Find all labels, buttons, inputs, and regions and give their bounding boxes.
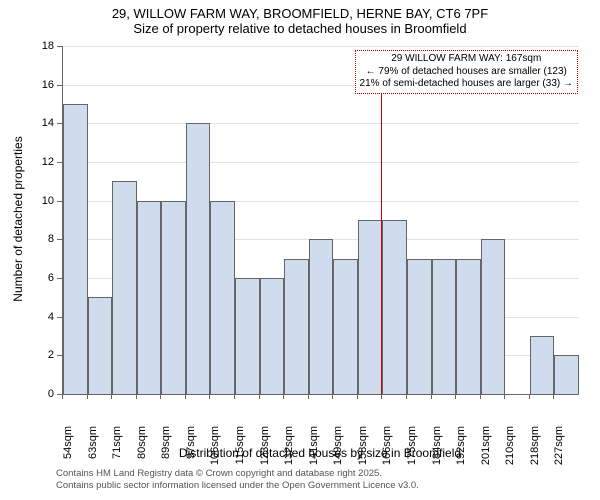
x-tick-mark: [209, 394, 210, 399]
x-tick-mark: [87, 394, 88, 399]
y-tick-mark: [57, 201, 62, 202]
attribution: Contains HM Land Registry data © Crown c…: [56, 468, 419, 492]
histogram-bar: [432, 259, 457, 394]
histogram-bar: [112, 181, 137, 394]
x-tick-mark: [357, 394, 358, 399]
histogram-bar: [210, 201, 235, 394]
x-tick-mark: [553, 394, 554, 399]
gridline: [63, 162, 579, 163]
y-tick-mark: [57, 85, 62, 86]
y-tick-mark: [57, 46, 62, 47]
y-tick-mark: [57, 123, 62, 124]
annotation-line-1: 29 WILLOW FARM WAY: 167sqm: [360, 53, 573, 66]
histogram-bar: [137, 201, 162, 394]
histogram-bar: [382, 220, 407, 394]
histogram-bar: [456, 259, 481, 394]
y-tick-mark: [57, 317, 62, 318]
x-tick-mark: [332, 394, 333, 399]
y-tick-label: 18: [0, 40, 54, 52]
x-tick-mark: [185, 394, 186, 399]
marker-line: [381, 88, 382, 394]
y-tick-mark: [57, 278, 62, 279]
y-tick-label: 0: [0, 388, 54, 400]
y-tick-label: 14: [0, 117, 54, 129]
x-tick-mark: [234, 394, 235, 399]
histogram-bar: [358, 220, 383, 394]
chart-container: 29, WILLOW FARM WAY, BROOMFIELD, HERNE B…: [0, 0, 600, 500]
histogram-bar: [260, 278, 285, 394]
gridline: [63, 394, 579, 395]
x-tick-mark: [431, 394, 432, 399]
gridline: [63, 46, 579, 47]
y-tick-label: 12: [0, 156, 54, 168]
x-tick-mark: [406, 394, 407, 399]
x-tick-mark: [504, 394, 505, 399]
x-tick-mark: [455, 394, 456, 399]
y-tick-mark: [57, 162, 62, 163]
title-line-2: Size of property relative to detached ho…: [0, 21, 600, 36]
histogram-bar: [235, 278, 260, 394]
y-tick-label: 4: [0, 311, 54, 323]
attribution-line-2: Contains public sector information licen…: [56, 480, 419, 492]
x-tick-mark: [529, 394, 530, 399]
annotation-line-3: 21% of semi-detached houses are larger (…: [360, 78, 573, 91]
histogram-bar: [186, 123, 211, 394]
x-tick-mark: [283, 394, 284, 399]
y-tick-mark: [57, 355, 62, 356]
x-tick-mark: [62, 394, 63, 399]
y-tick-label: 8: [0, 233, 54, 245]
plot-area: [62, 46, 579, 395]
histogram-bar: [554, 355, 579, 394]
histogram-bar: [63, 104, 88, 394]
histogram-bar: [309, 239, 334, 394]
y-tick-label: 16: [0, 79, 54, 91]
x-tick-mark: [111, 394, 112, 399]
histogram-bar: [333, 259, 358, 394]
x-tick-mark: [136, 394, 137, 399]
attribution-line-1: Contains HM Land Registry data © Crown c…: [56, 468, 419, 480]
x-tick-mark: [381, 394, 382, 399]
y-tick-label: 6: [0, 272, 54, 284]
y-tick-label: 2: [0, 349, 54, 361]
annotation-line-2: ← 79% of detached houses are smaller (12…: [360, 66, 573, 79]
x-tick-mark: [160, 394, 161, 399]
histogram-bar: [407, 259, 432, 394]
x-axis-label: Distribution of detached houses by size …: [62, 446, 578, 460]
histogram-bar: [161, 201, 186, 394]
gridline: [63, 123, 579, 124]
annotation-box: 29 WILLOW FARM WAY: 167sqm ← 79% of deta…: [355, 50, 578, 94]
title-line-1: 29, WILLOW FARM WAY, BROOMFIELD, HERNE B…: [0, 0, 600, 21]
histogram-bar: [88, 297, 113, 394]
histogram-bar: [481, 239, 506, 394]
histogram-bar: [284, 259, 309, 394]
x-tick-mark: [308, 394, 309, 399]
y-tick-mark: [57, 239, 62, 240]
histogram-bar: [530, 336, 555, 394]
x-tick-mark: [480, 394, 481, 399]
x-tick-mark: [259, 394, 260, 399]
y-tick-label: 10: [0, 195, 54, 207]
